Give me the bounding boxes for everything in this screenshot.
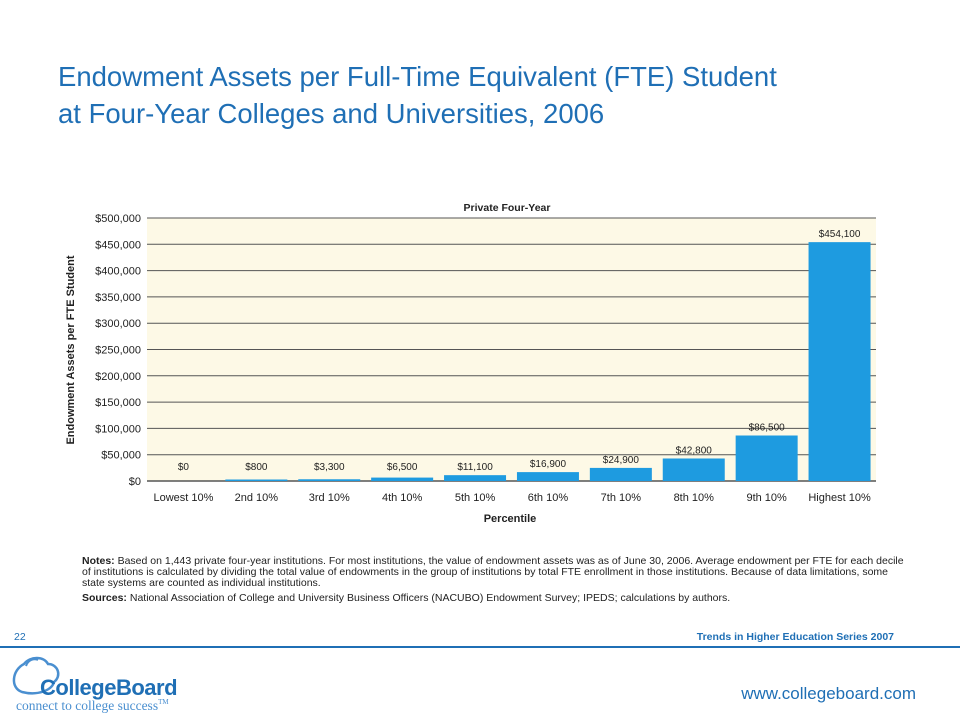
slide-title: Endowment Assets per Full-Time Equivalen… bbox=[58, 58, 918, 132]
slide-title-line-1: Endowment Assets per Full-Time Equivalen… bbox=[58, 61, 777, 92]
x-tick-label: Highest 10% bbox=[808, 492, 871, 504]
logo-tagline-text: connect to college success bbox=[16, 698, 159, 713]
bar bbox=[444, 475, 507, 481]
x-tick-label: 9th 10% bbox=[746, 492, 787, 504]
bars bbox=[225, 242, 871, 481]
x-tick-label: 8th 10% bbox=[674, 492, 715, 504]
notes-block: Notes: Based on 1,443 private four-year … bbox=[82, 556, 912, 608]
notes-paragraph: Notes: Based on 1,443 private four-year … bbox=[82, 556, 912, 589]
y-tick-labels: $0 $50,000 $100,000 $150,000 $200,000 $250,00… bbox=[95, 213, 141, 488]
bar-value-label: $6,500 bbox=[387, 462, 418, 473]
bar-value-label: $3,300 bbox=[314, 462, 345, 473]
bar-value-label: $454,100 bbox=[819, 229, 861, 240]
y-tick-label: $100,000 bbox=[95, 423, 141, 435]
x-tick-label: 5th 10% bbox=[455, 492, 496, 504]
bar bbox=[662, 458, 725, 481]
x-tick-label: 4th 10% bbox=[382, 492, 423, 504]
page-number: 22 bbox=[14, 631, 26, 643]
bar-value-label: $11,100 bbox=[457, 462, 493, 473]
chart-title: Private Four-Year bbox=[464, 202, 551, 214]
bar bbox=[735, 435, 798, 481]
logo-trademark: TM bbox=[158, 698, 169, 706]
y-tick-label: $0 bbox=[129, 476, 141, 488]
logo-wordmark: CollegeBoard bbox=[40, 675, 178, 700]
bar-value-label: $16,900 bbox=[530, 459, 567, 470]
y-tick-label: $250,000 bbox=[95, 345, 141, 357]
logo-tagline: connect to college successTM bbox=[16, 698, 169, 714]
bar-value-label: $86,500 bbox=[749, 423, 786, 434]
footer-divider bbox=[0, 646, 960, 648]
y-tick-label: $50,000 bbox=[101, 450, 141, 462]
notes-text: Based on 1,443 private four-year institu… bbox=[82, 555, 904, 589]
bar-value-label: $0 bbox=[178, 462, 190, 473]
x-tick-label: Lowest 10% bbox=[153, 492, 213, 504]
bar bbox=[516, 472, 579, 481]
notes-label: Notes: bbox=[82, 555, 115, 567]
y-tick-label: $300,000 bbox=[95, 318, 141, 330]
bar bbox=[225, 479, 288, 481]
gridlines bbox=[147, 217, 876, 482]
x-tick-label: 3rd 10% bbox=[309, 492, 350, 504]
bar-value-label: $800 bbox=[245, 462, 268, 473]
bar bbox=[589, 467, 652, 481]
collegeboard-acorn-logo-icon bbox=[12, 656, 60, 695]
sources-paragraph: Sources: National Association of College… bbox=[82, 593, 912, 604]
bar bbox=[808, 242, 871, 481]
bar-value-label: $42,800 bbox=[676, 445, 713, 456]
website-link[interactable]: www.collegeboard.com bbox=[741, 684, 916, 703]
bar bbox=[371, 477, 434, 481]
x-tick-label: 2nd 10% bbox=[235, 492, 279, 504]
y-tick-label: $150,000 bbox=[95, 397, 141, 409]
value-labels: $0 $800 $3,300 $6,500 $11,100 $16,900 $24,900 $… bbox=[178, 229, 861, 473]
bar bbox=[298, 479, 361, 481]
y-tick-label: $350,000 bbox=[95, 292, 141, 304]
x-tick-labels: Lowest 10% 2nd 10% 3rd 10% 4th 10% 5th 10% 6t… bbox=[153, 492, 870, 504]
x-axis-label: Percentile bbox=[484, 513, 537, 525]
sources-label: Sources: bbox=[82, 592, 127, 604]
y-tick-label: $400,000 bbox=[95, 266, 141, 278]
y-tick-label: $500,000 bbox=[95, 213, 141, 225]
x-tick-label: 7th 10% bbox=[601, 492, 642, 504]
y-tick-label: $200,000 bbox=[95, 371, 141, 383]
bar-value-label: $24,900 bbox=[603, 455, 640, 466]
bar-chart: $0 $800 $3,300 $6,500 $11,100 $16,900 $24,900 $… bbox=[65, 202, 876, 525]
slide-title-line-2: at Four-Year Colleges and Universities, … bbox=[58, 98, 605, 129]
series-label: Trends in Higher Education Series 2007 bbox=[696, 631, 894, 643]
x-tick-label: 6th 10% bbox=[528, 492, 569, 504]
y-axis-label: Endowment Assets per FTE Student bbox=[65, 255, 77, 444]
y-tick-label: $450,000 bbox=[95, 239, 141, 251]
sources-text: National Association of College and Univ… bbox=[129, 592, 731, 604]
